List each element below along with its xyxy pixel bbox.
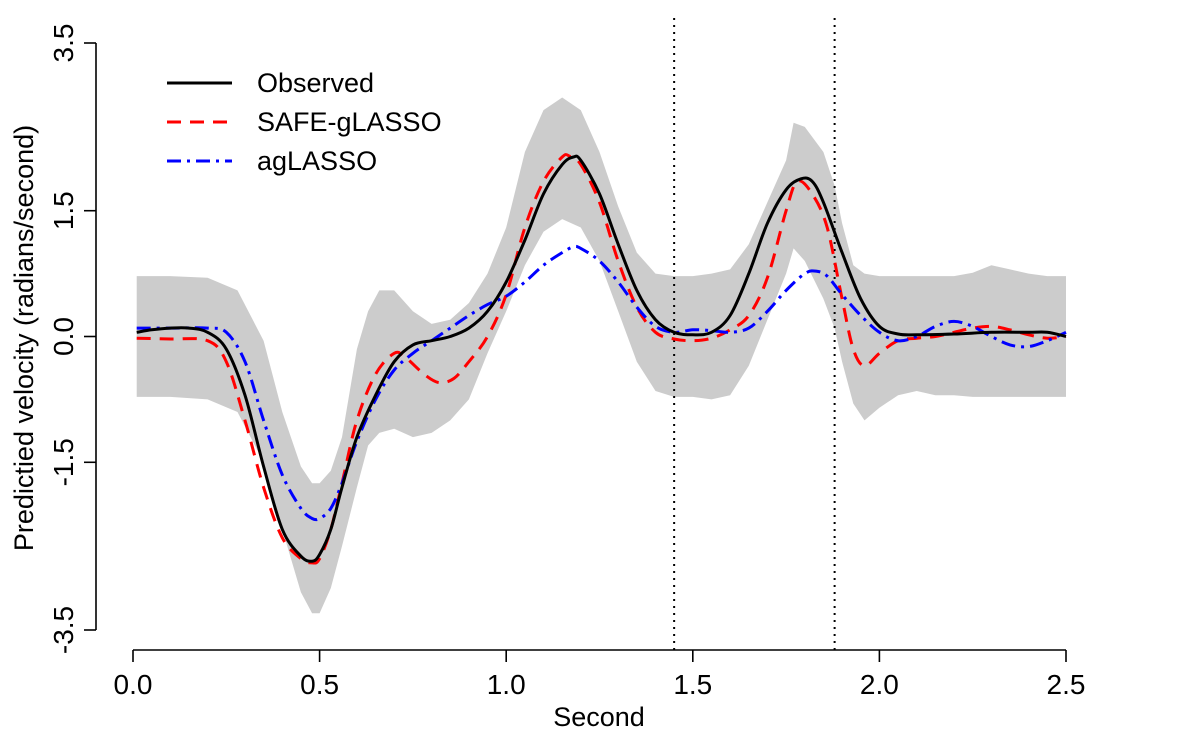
y-tick-label: 3.5 — [48, 24, 79, 63]
legend-item-observed: Observed — [167, 68, 374, 98]
y-tick-label: -1.5 — [48, 438, 79, 486]
x-tick-label: 1.0 — [487, 669, 526, 700]
y-tick-label: -3.5 — [48, 606, 79, 654]
legend-label: SAFE-gLASSO — [257, 107, 442, 137]
legend-label: agLASSO — [257, 146, 377, 176]
vertical-reference-lines — [673, 18, 836, 650]
series-layer — [136, 153, 1067, 565]
x-tick-label: 0.0 — [114, 669, 153, 700]
legend: Observed SAFE-gLASSO agLASSO — [167, 68, 442, 176]
y-tick-label: 1.5 — [48, 191, 79, 230]
legend-item-aglasso: agLASSO — [167, 146, 377, 176]
x-tick-label: 1.5 — [673, 669, 712, 700]
x-axis-title: Second — [553, 702, 645, 732]
legend-label: Observed — [257, 68, 374, 98]
series-line-aglasso — [136, 244, 1067, 522]
y-tick-label: 0.0 — [48, 317, 79, 356]
x-tick-label: 2.5 — [1047, 669, 1086, 700]
x-axis-ticks: 0.0 0.5 1.0 1.5 2.0 2.5 — [114, 650, 1086, 700]
x-tick-label: 0.5 — [300, 669, 339, 700]
series-line-observed — [136, 154, 1067, 563]
x-tick-label: 2.0 — [860, 669, 899, 700]
y-axis-title: Predictied velocity (radians/second) — [9, 125, 39, 551]
y-axis-ticks: -3.5 -1.5 0.0 1.5 3.5 — [48, 24, 96, 654]
legend-item-safe-glasso: SAFE-gLASSO — [167, 107, 442, 137]
